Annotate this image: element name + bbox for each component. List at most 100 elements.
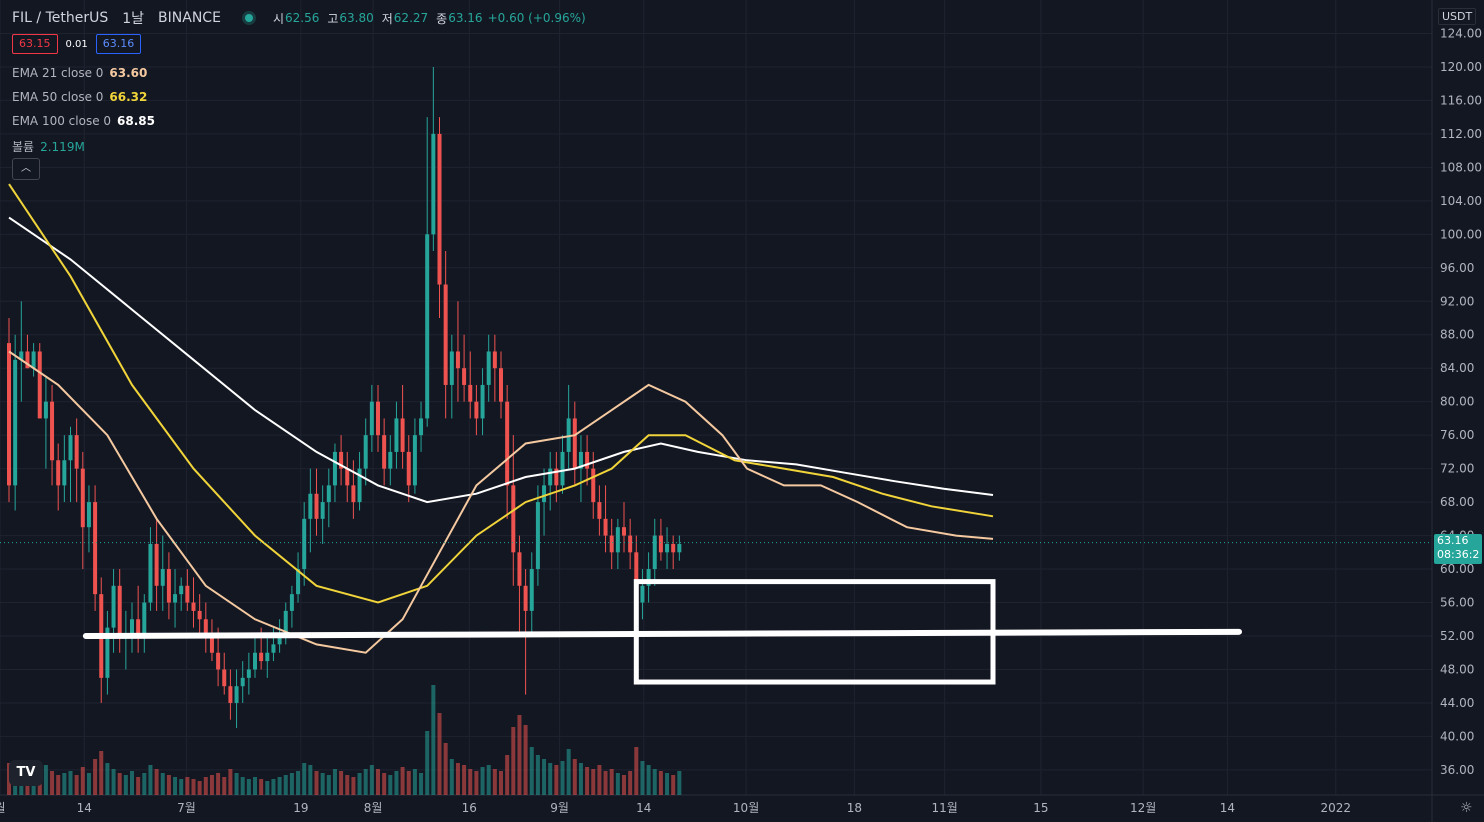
candle-body	[499, 368, 503, 402]
volume-bar	[74, 775, 79, 795]
candle-body	[548, 468, 553, 486]
volume-bar	[185, 777, 190, 795]
volume-bar	[658, 771, 663, 795]
indicator-ema21[interactable]: EMA 21 close 0 63.60	[12, 66, 147, 80]
volume-bar	[50, 771, 55, 795]
volume-bar	[665, 773, 670, 795]
candle-body	[646, 569, 651, 586]
volume-bar	[326, 775, 331, 795]
candle-body	[462, 368, 467, 385]
candle-body	[277, 636, 282, 645]
interval-label[interactable]: 1날	[122, 11, 145, 27]
currency-label[interactable]: USDT	[1438, 8, 1477, 25]
volume-bar	[572, 759, 577, 795]
gear-icon[interactable]: ☼	[1460, 800, 1473, 816]
x-tick-label: 14	[636, 801, 651, 815]
candle-body	[240, 677, 245, 687]
candle-body	[388, 451, 393, 469]
candle-body	[332, 451, 337, 486]
volume-bar	[615, 773, 620, 795]
volume-bar	[136, 777, 141, 795]
candle-body	[105, 627, 110, 678]
exchange-label: BINANCE	[158, 10, 221, 26]
volume-bar	[677, 771, 682, 795]
sell-price-button[interactable]: 63.15	[12, 34, 58, 54]
volume-bar	[376, 769, 380, 795]
volume-bar	[320, 773, 325, 795]
volume-bar	[216, 773, 221, 795]
candle-body	[603, 518, 608, 536]
y-tick-label: 112.00	[1440, 127, 1482, 141]
candle-body	[308, 493, 313, 519]
collapse-indicators-button[interactable]: ︿	[12, 158, 40, 180]
open-label: 시	[272, 11, 284, 26]
candle-body	[455, 351, 460, 369]
bar-countdown: 08:36:2	[1437, 548, 1480, 561]
volume-bar	[455, 763, 460, 795]
candle-body	[154, 543, 159, 586]
volume-bar	[486, 765, 491, 795]
candle-body	[634, 552, 639, 603]
candle-body	[357, 468, 362, 503]
candle-body	[345, 468, 350, 486]
high-label: 고	[327, 11, 339, 26]
last-price-marker: 63.16 08:36:2	[1434, 534, 1482, 564]
volume-bar	[419, 773, 424, 795]
volume-bar	[234, 773, 239, 795]
candle-body	[283, 610, 288, 636]
last-price-value: 63.16	[1437, 534, 1469, 547]
volume-bar	[622, 775, 626, 795]
y-tick-label: 88.00	[1440, 328, 1474, 342]
indicator-name: EMA 50 close 0	[12, 90, 104, 104]
candle-body	[148, 543, 153, 603]
buy-price-button[interactable]: 63.16	[95, 34, 142, 54]
volume-bar	[111, 769, 116, 795]
volume-bar	[228, 769, 233, 795]
volume-bar	[388, 775, 393, 795]
indicator-name: 볼륨	[12, 140, 35, 154]
volume-bar	[191, 779, 196, 795]
candle-body	[578, 451, 583, 469]
volume-bar	[283, 775, 288, 795]
indicator-volume[interactable]: 볼륨 2.119M	[12, 138, 85, 155]
tradingview-logo[interactable]: TV	[9, 760, 43, 786]
volume-bar	[246, 779, 251, 795]
candle-body	[431, 133, 436, 235]
volume-bar	[640, 761, 645, 795]
volume-bar	[474, 771, 479, 795]
candle-body	[480, 384, 485, 419]
volume-bar	[105, 763, 110, 795]
candle-body	[665, 543, 670, 553]
volume-bar	[406, 771, 411, 795]
x-tick-label: 14	[77, 801, 92, 815]
indicator-ema100[interactable]: EMA 100 close 0 68.85	[12, 114, 155, 128]
y-tick-label: 60.00	[1440, 562, 1474, 576]
volume-bar	[277, 777, 282, 795]
volume-bar	[394, 771, 399, 795]
x-tick-label: 15	[1033, 801, 1048, 815]
x-tick-label: 10월	[733, 801, 759, 815]
low-label: 저	[381, 11, 393, 26]
candle-body	[609, 535, 614, 553]
ema100-line	[8, 216, 994, 504]
volume-bar	[308, 765, 313, 795]
volume-bar	[240, 777, 245, 795]
volume-bar	[523, 725, 528, 795]
candle-body	[449, 351, 454, 385]
y-tick-label: 80.00	[1440, 395, 1474, 409]
candle-body	[246, 669, 251, 678]
volume-bar	[431, 685, 436, 795]
x-tick-label: 19	[293, 801, 308, 815]
symbol-title[interactable]: FIL / TetherUS	[12, 10, 109, 26]
volume-bar	[634, 747, 639, 795]
indicator-value: 63.60	[109, 66, 148, 80]
candle-body	[191, 602, 196, 611]
volume-bar	[179, 779, 184, 795]
candle-body	[560, 451, 565, 486]
indicator-ema50[interactable]: EMA 50 close 0 66.32	[12, 90, 147, 104]
volume-bar	[197, 781, 202, 795]
candle-body	[209, 636, 214, 653]
volume-bar	[209, 775, 214, 795]
volume-bar	[259, 779, 264, 795]
